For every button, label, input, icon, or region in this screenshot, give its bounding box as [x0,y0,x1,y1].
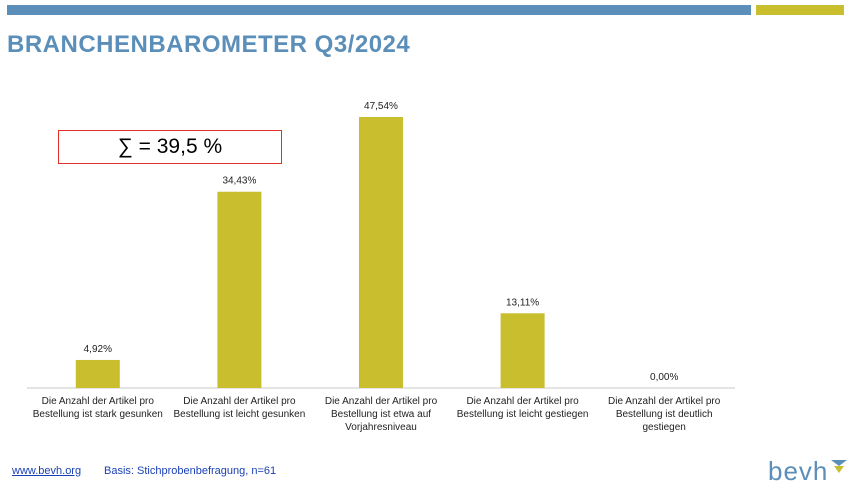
category-label-1: Die Anzahl der Artikel pro Bestellung ist… [33,396,163,420]
category-label-line: Bestellung ist stark gesunken [33,409,163,420]
data-label-5: 0,00% [650,372,678,383]
bar-2 [217,191,262,388]
website-link[interactable]: www.bevh.org [12,465,82,477]
sum-annotation-label: ∑ = 39,5 % [117,135,223,158]
bevh-chevron-icon [831,460,848,473]
category-label-line: Die Anzahl der Artikel pro [183,396,296,407]
category-label-line: Die Anzahl der Artikel pro [325,396,438,407]
basis-note: Basis: Stichprobenbefragung, n=61 [104,465,277,477]
data-label-1: 4,92% [84,344,112,355]
sum-annotation-box: ∑ = 39,5 % [58,130,282,164]
page-title: BRANCHENBAROMETER Q3/2024 [7,31,411,58]
header-accent-bar-olive [756,5,844,15]
bar-1 [75,359,120,388]
category-label-line: Bestellung ist etwa auf [331,409,431,420]
data-label-3: 47,54% [364,101,398,112]
category-label-line: Bestellung ist leicht gestiegen [457,409,589,420]
data-label-2: 34,43% [222,176,256,187]
category-label-line: Bestellung ist deutlich [616,409,713,420]
category-label-line: gestiegen [643,422,686,433]
category-label-line: Vorjahresniveau [345,422,417,433]
data-label-4: 13,11% [506,297,539,308]
category-label-line: Die Anzahl der Artikel pro [466,396,579,407]
category-label-line: Die Anzahl der Artikel pro [608,396,721,407]
header-accent-bar-blue [7,5,751,15]
category-label-3: Die Anzahl der Artikel pro Bestellung ist… [325,396,438,433]
category-label-2: Die Anzahl der Artikel pro Bestellung ist… [174,396,306,420]
category-label-5: Die Anzahl der Artikel pro Bestellung ist… [608,396,721,433]
category-label-line: Die Anzahl der Artikel pro [42,396,155,407]
logo-text: bevh [768,456,829,486]
bar-4 [500,313,545,388]
category-label-line: Bestellung ist leicht gesunken [174,409,306,420]
category-label-4: Die Anzahl der Artikel pro Bestellung ist… [457,396,589,420]
bevh-logo: bevh [768,456,848,486]
bar-3 [359,117,403,388]
